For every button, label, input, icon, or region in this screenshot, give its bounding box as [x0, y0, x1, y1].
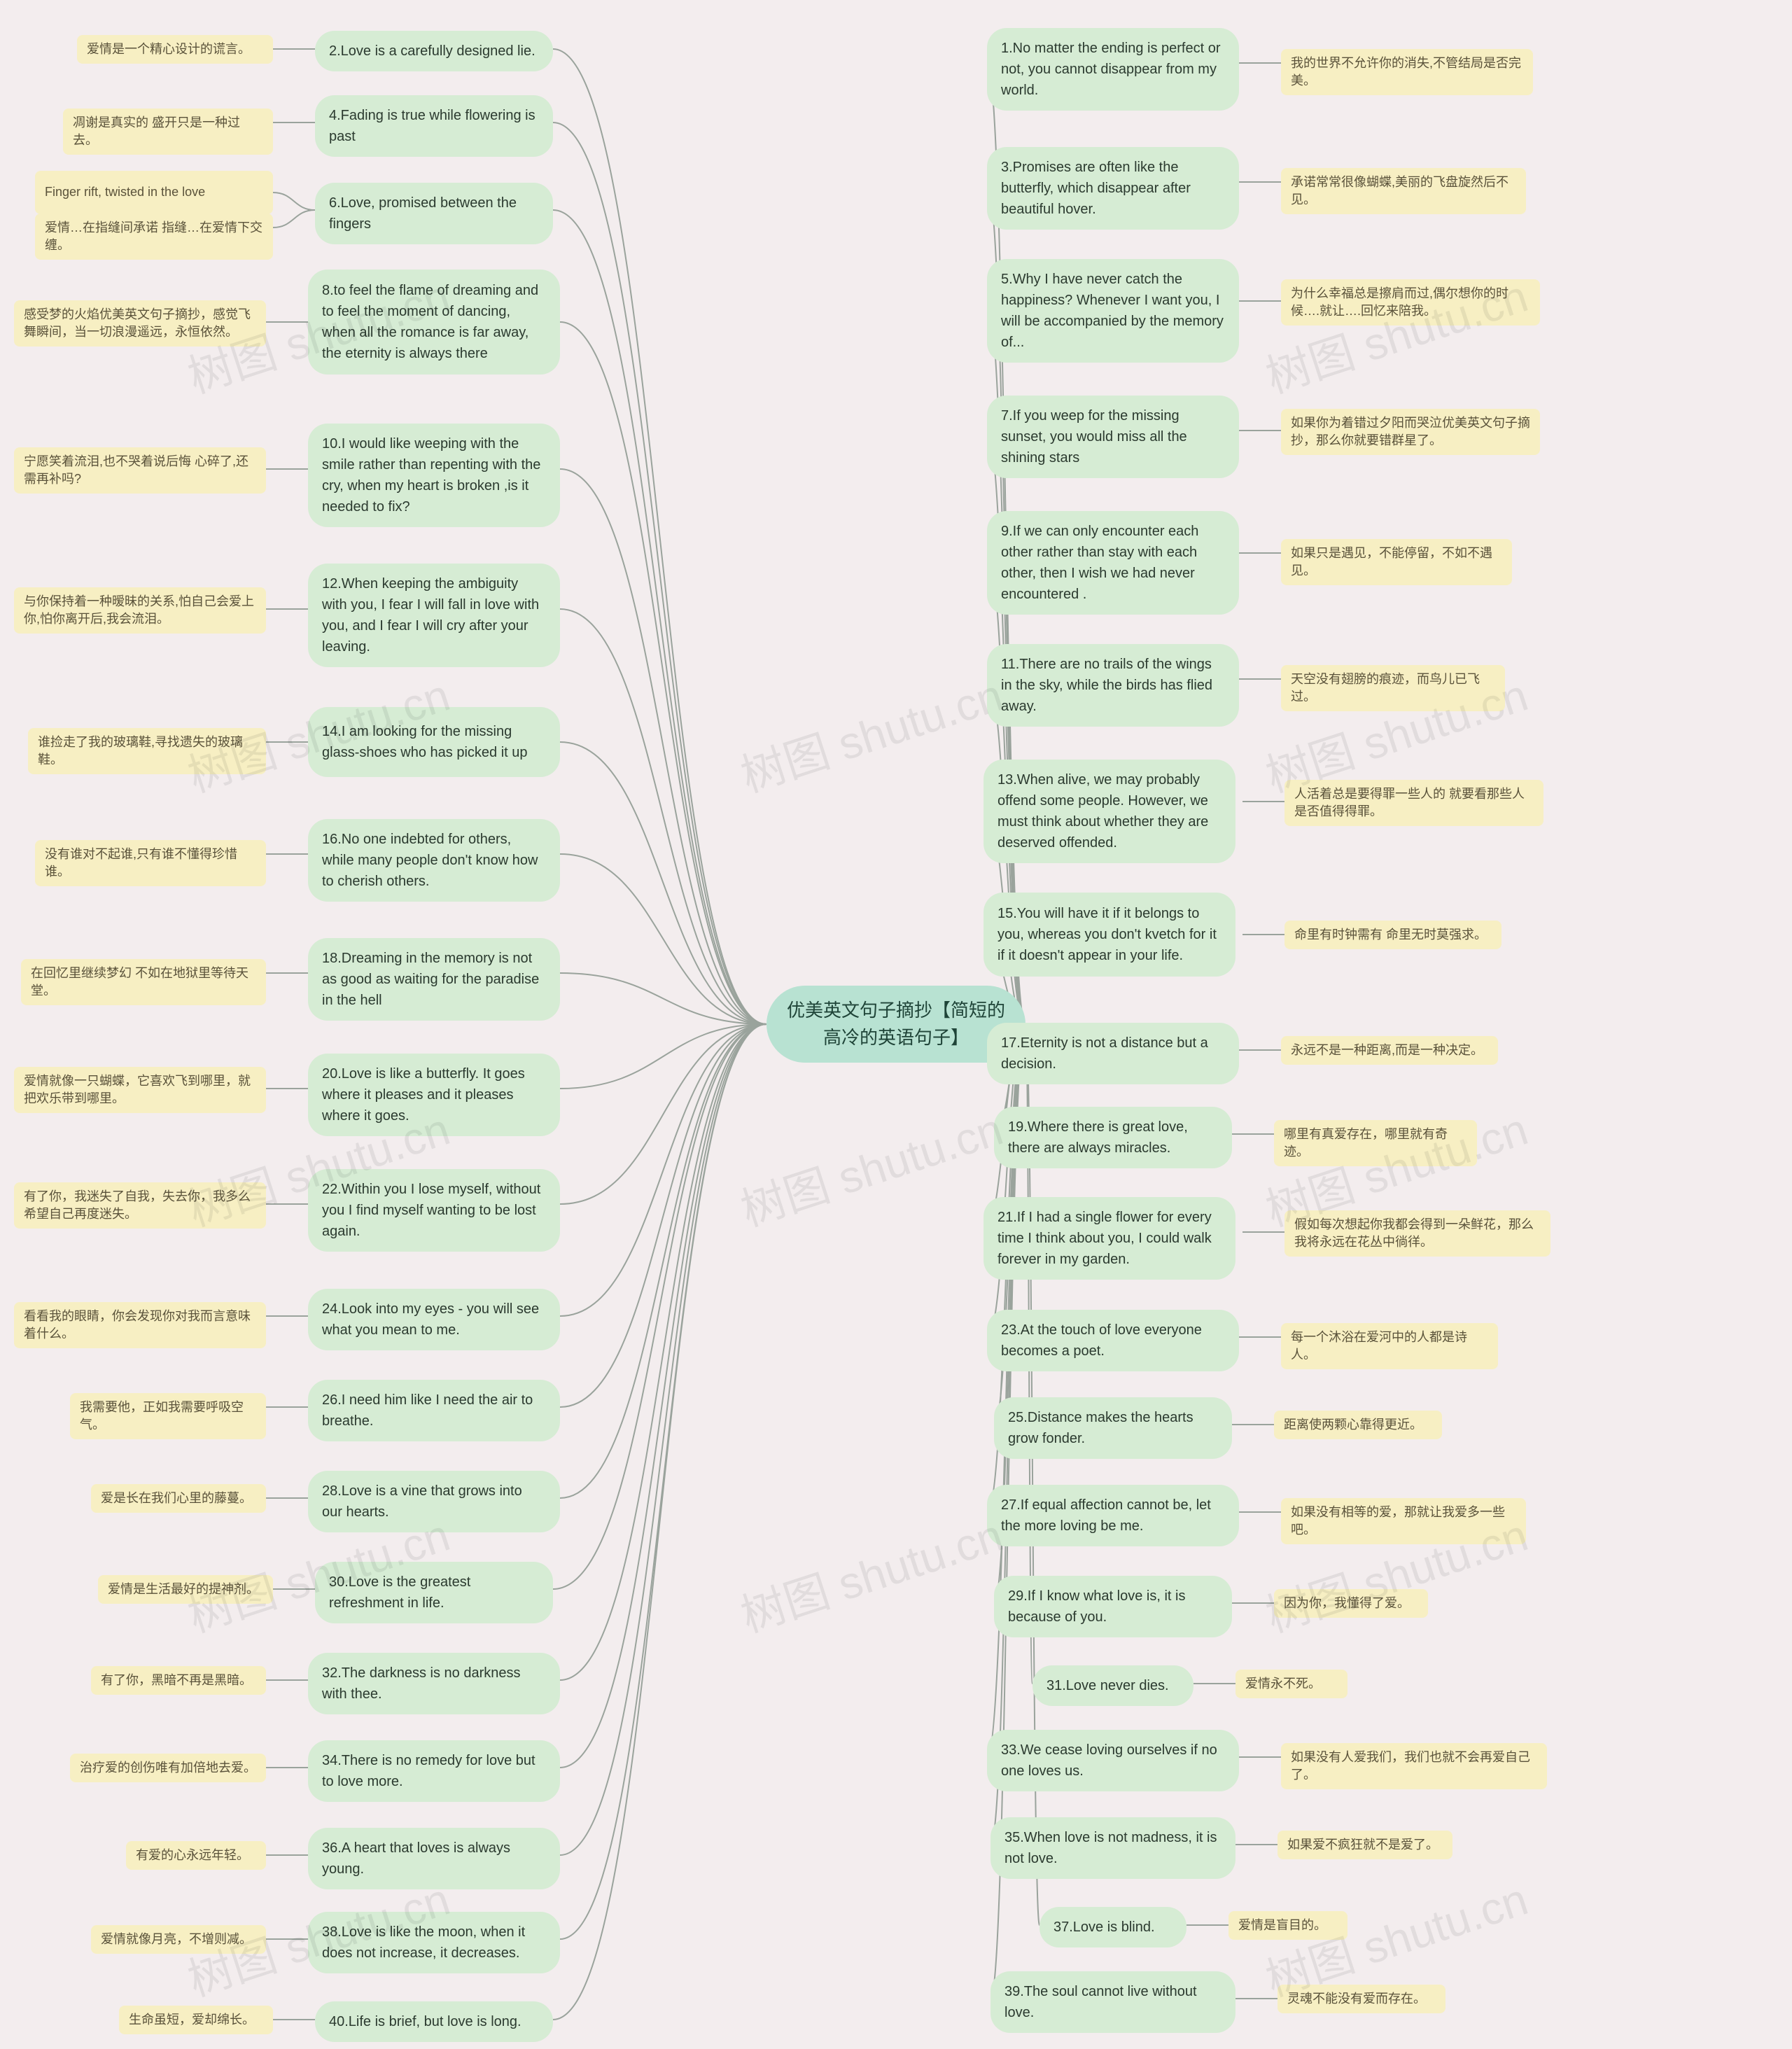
left-branch-12: 26.I need him like I need the air to bre…	[308, 1380, 560, 1441]
right-note-0-0: 我的世界不允许你的消失,不管结局是否完美。	[1281, 49, 1533, 95]
right-note-4-0: 如果只是遇见，不能停留，不如不遇见。	[1281, 539, 1512, 585]
mindmap-stage: 优美英文句子摘抄【简短的高冷的英语句子】2.Love is a carefull…	[0, 0, 1792, 2049]
left-branch-14: 30.Love is the greatest refreshment in l…	[315, 1562, 553, 1623]
right-note-1-0: 承诺常常很像蝴蝶,美丽的飞盘旋然后不见。	[1281, 168, 1526, 214]
left-branch-1: 4.Fading is true while flowering is past	[315, 95, 553, 157]
left-branch-17: 36.A heart that loves is always young.	[308, 1828, 560, 1889]
left-branch-10: 22.Within you I lose myself, without you…	[308, 1169, 560, 1252]
right-branch-12: 25.Distance makes the hearts grow fonder…	[994, 1397, 1232, 1459]
left-branch-8: 18.Dreaming in the memory is not as good…	[308, 938, 560, 1021]
left-branch-15: 32.The darkness is no darkness with thee…	[308, 1653, 560, 1714]
right-note-8-0: 永远不是一种距离,而是一种决定。	[1281, 1036, 1498, 1065]
left-note-12-0: 我需要他，正如我需要呼吸空气。	[70, 1393, 266, 1439]
left-note-4-0: 宁愿笑着流泪,也不哭着说后悔 心碎了,还需再补吗?	[14, 447, 266, 494]
left-note-16-0: 治疗爱的创伤唯有加倍地去爱。	[70, 1754, 266, 1782]
left-branch-0: 2.Love is a carefully designed lie.	[315, 31, 553, 71]
left-note-6-0: 谁捡走了我的玻璃鞋,寻找遗失的玻璃鞋。	[28, 728, 266, 774]
right-branch-2: 5.Why I have never catch the happiness? …	[987, 259, 1239, 363]
right-branch-6: 13.When alive, we may probably offend so…	[983, 760, 1236, 863]
right-branch-0: 1.No matter the ending is perfect or not…	[987, 28, 1239, 111]
right-note-10-0: 假如每次想起你我都会得到一朵鲜花，那么我将永远在花丛中徜徉。	[1284, 1210, 1550, 1257]
right-branch-8: 17.Eternity is not a distance but a deci…	[987, 1023, 1239, 1084]
left-branch-16: 34.There is no remedy for love but to lo…	[308, 1740, 560, 1802]
right-note-18-0: 爱情是盲目的。	[1228, 1911, 1348, 1940]
right-note-14-0: 因为你，我懂得了爱。	[1274, 1589, 1428, 1618]
left-branch-4: 10.I would like weeping with the smile r…	[308, 424, 560, 527]
left-note-18-0: 爱情就像月亮，不增则减。	[91, 1925, 266, 1954]
right-note-7-0: 命里有时钟需有 命里无时莫强求。	[1284, 921, 1502, 949]
right-note-19-0: 灵魂不能没有爱而存在。	[1278, 1985, 1446, 2013]
right-note-6-0: 人活着总是要得罪一些人的 就要看那些人是否值得得罪。	[1284, 780, 1544, 826]
left-note-2-0: Finger rift, twisted in the love	[35, 171, 273, 214]
left-branch-2: 6.Love, promised between the fingers	[315, 183, 553, 244]
right-note-2-0: 为什么幸福总是擦肩而过,偶尔想你的时候….就让….回忆来陪我。	[1281, 279, 1540, 326]
right-note-13-0: 如果没有相等的爱，那就让我爱多一些吧。	[1281, 1498, 1526, 1544]
left-note-0-0: 爱情是一个精心设计的谎言。	[77, 35, 273, 64]
left-note-7-0: 没有谁对不起谁,只有谁不懂得珍惜谁。	[35, 840, 266, 886]
left-note-10-0: 有了你，我迷失了自我，失去你，我多么希望自己再度迷失。	[14, 1182, 266, 1229]
left-branch-9: 20.Love is like a butterfly. It goes whe…	[308, 1054, 560, 1136]
left-note-2-1: 爱情…在指缝间承诺 指缝…在爱情下交缠。	[35, 214, 273, 260]
left-note-19-0: 生命虽短，爱却绵长。	[119, 2006, 273, 2034]
left-branch-3: 8.to feel the flame of dreaming and to f…	[308, 270, 560, 375]
right-branch-11: 23.At the touch of love everyone becomes…	[987, 1310, 1239, 1371]
left-note-17-0: 有爱的心永远年轻。	[126, 1841, 266, 1870]
right-branch-13: 27.If equal affection cannot be, let the…	[987, 1485, 1239, 1546]
right-note-3-0: 如果你为着错过夕阳而哭泣优美英文句子摘抄，那么你就要错群星了。	[1281, 409, 1540, 455]
right-branch-15: 31.Love never dies.	[1032, 1665, 1194, 1706]
left-note-11-0: 看看我的眼睛，你会发现你对我而言意味着什么。	[14, 1302, 266, 1348]
right-branch-9: 19.Where there is great love, there are …	[994, 1107, 1232, 1168]
right-branch-14: 29.If I know what love is, it is because…	[994, 1576, 1232, 1637]
left-branch-11: 24.Look into my eyes - you will see what…	[308, 1289, 560, 1350]
left-note-13-0: 爱是长在我们心里的藤蔓。	[91, 1484, 266, 1513]
watermark-6: 树图 shutu.cn	[732, 1093, 1009, 1238]
left-note-8-0: 在回忆里继续梦幻 不如在地狱里等待天堂。	[21, 959, 266, 1005]
watermark-5: 树图 shutu.cn	[732, 659, 1009, 804]
left-branch-5: 12.When keeping the ambiguity with you, …	[308, 564, 560, 667]
left-branch-6: 14.I am looking for the missing glass-sh…	[308, 707, 560, 777]
right-branch-17: 35.When love is not madness, it is not l…	[990, 1817, 1236, 1879]
right-branch-16: 33.We cease loving ourselves if no one l…	[987, 1730, 1239, 1791]
right-branch-19: 39.The soul cannot live without love.	[990, 1971, 1236, 2033]
left-branch-19: 40.Life is brief, but love is long.	[315, 2001, 553, 2042]
right-note-9-0: 哪里有真爱存在，哪里就有奇迹。	[1274, 1120, 1477, 1166]
right-branch-3: 7.If you weep for the missing sunset, yo…	[987, 396, 1239, 478]
right-note-11-0: 每一个沐浴在爱河中的人都是诗人。	[1281, 1323, 1498, 1369]
right-branch-4: 9.If we can only encounter each other ra…	[987, 511, 1239, 615]
right-branch-1: 3.Promises are often like the butterfly,…	[987, 147, 1239, 230]
left-note-1-0: 凋谢是真实的 盛开只是一种过去。	[63, 109, 273, 155]
left-branch-7: 16.No one indebted for others, while man…	[308, 819, 560, 902]
left-branch-18: 38.Love is like the moon, when it does n…	[308, 1912, 560, 1973]
right-note-5-0: 天空没有翅膀的痕迹，而鸟儿已飞过。	[1281, 665, 1505, 711]
left-note-9-0: 爱情就像一只蝴蝶，它喜欢飞到哪里，就把欢乐带到哪里。	[14, 1067, 266, 1113]
left-note-14-0: 爱情是生活最好的提神剂。	[98, 1575, 273, 1604]
right-branch-7: 15.You will have it if it belongs to you…	[983, 893, 1236, 977]
right-note-17-0: 如果爱不疯狂就不是爱了。	[1278, 1831, 1452, 1859]
left-note-5-0: 与你保持着一种暧昧的关系,怕自己会爱上你,怕你离开后,我会流泪。	[14, 587, 266, 634]
right-note-15-0: 爱情永不死。	[1236, 1670, 1348, 1698]
right-branch-18: 37.Love is blind.	[1040, 1907, 1186, 1947]
right-branch-5: 11.There are no trails of the wings in t…	[987, 644, 1239, 727]
right-note-12-0: 距离使两颗心靠得更近。	[1274, 1411, 1442, 1439]
watermark-7: 树图 shutu.cn	[732, 1499, 1009, 1644]
left-note-3-0: 感受梦的火焰优美英文句子摘抄，感觉飞舞瞬间，当一切浪漫遥远，永恒依然。	[14, 300, 266, 347]
left-branch-13: 28.Love is a vine that grows into our he…	[308, 1471, 560, 1532]
right-note-16-0: 如果没有人爱我们，我们也就不会再爱自己了。	[1281, 1743, 1547, 1789]
right-branch-10: 21.If I had a single flower for every ti…	[983, 1197, 1236, 1280]
left-note-15-0: 有了你，黑暗不再是黑暗。	[91, 1666, 266, 1695]
